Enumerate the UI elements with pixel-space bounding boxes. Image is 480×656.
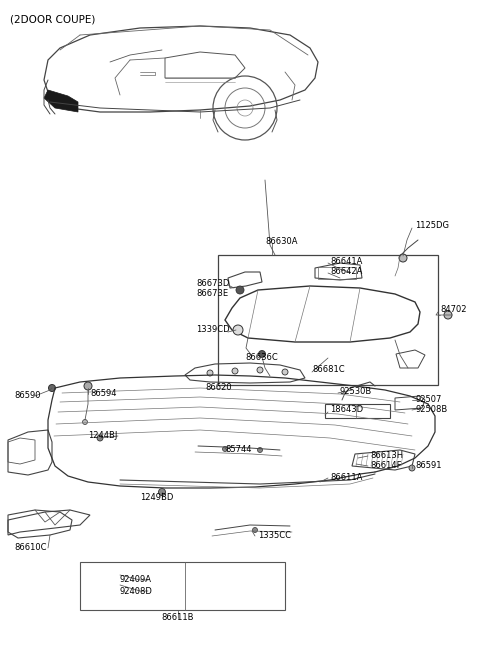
Text: 86673E: 86673E: [196, 289, 228, 298]
Text: 86641A: 86641A: [330, 258, 362, 266]
Text: 86611B: 86611B: [162, 613, 194, 623]
Circle shape: [97, 435, 103, 441]
Text: 92408D: 92408D: [120, 586, 153, 596]
Circle shape: [257, 367, 263, 373]
Text: 85744: 85744: [225, 445, 252, 455]
Text: 86594: 86594: [90, 388, 117, 398]
Circle shape: [232, 368, 238, 374]
Circle shape: [282, 369, 288, 375]
Circle shape: [257, 447, 263, 453]
Circle shape: [83, 419, 87, 424]
Text: 86620: 86620: [205, 384, 232, 392]
Circle shape: [223, 447, 228, 451]
Text: 86630A: 86630A: [266, 237, 298, 247]
Text: 1244BJ: 1244BJ: [88, 430, 118, 440]
Text: 1339CD: 1339CD: [196, 325, 229, 335]
Text: 86681C: 86681C: [312, 365, 345, 375]
Circle shape: [84, 382, 92, 390]
Circle shape: [259, 350, 265, 358]
Circle shape: [399, 254, 407, 262]
Text: (2DOOR COUPE): (2DOOR COUPE): [10, 15, 96, 25]
Text: 84702: 84702: [440, 306, 467, 314]
Text: 92507: 92507: [415, 396, 442, 405]
Text: 86613H: 86613H: [370, 451, 403, 459]
Bar: [80, 562, 285, 610]
Text: 92508B: 92508B: [415, 405, 447, 415]
Bar: [325, 404, 390, 418]
Circle shape: [48, 384, 56, 392]
Text: 1125DG: 1125DG: [415, 222, 449, 230]
Circle shape: [158, 489, 166, 495]
Text: 86591: 86591: [415, 461, 442, 470]
Circle shape: [252, 527, 257, 533]
Circle shape: [444, 311, 452, 319]
Circle shape: [207, 370, 213, 376]
Text: 92409A: 92409A: [120, 575, 152, 584]
Text: 86614F: 86614F: [370, 461, 401, 470]
Text: 86636C: 86636C: [245, 352, 278, 361]
Circle shape: [233, 325, 243, 335]
Circle shape: [236, 286, 244, 294]
Bar: [318, 267, 356, 279]
Text: 86642A: 86642A: [330, 268, 362, 276]
Circle shape: [409, 465, 415, 471]
Text: 1335CC: 1335CC: [258, 531, 291, 539]
Text: 92530B: 92530B: [340, 388, 372, 396]
Text: 86673D: 86673D: [196, 279, 229, 287]
Text: 1249BD: 1249BD: [140, 493, 173, 501]
Bar: [218, 255, 438, 385]
Polygon shape: [44, 90, 78, 112]
Text: 18643D: 18643D: [330, 405, 363, 415]
Text: 86610C: 86610C: [14, 544, 47, 552]
Text: 86611A: 86611A: [330, 474, 362, 483]
Text: 86590: 86590: [14, 390, 40, 400]
